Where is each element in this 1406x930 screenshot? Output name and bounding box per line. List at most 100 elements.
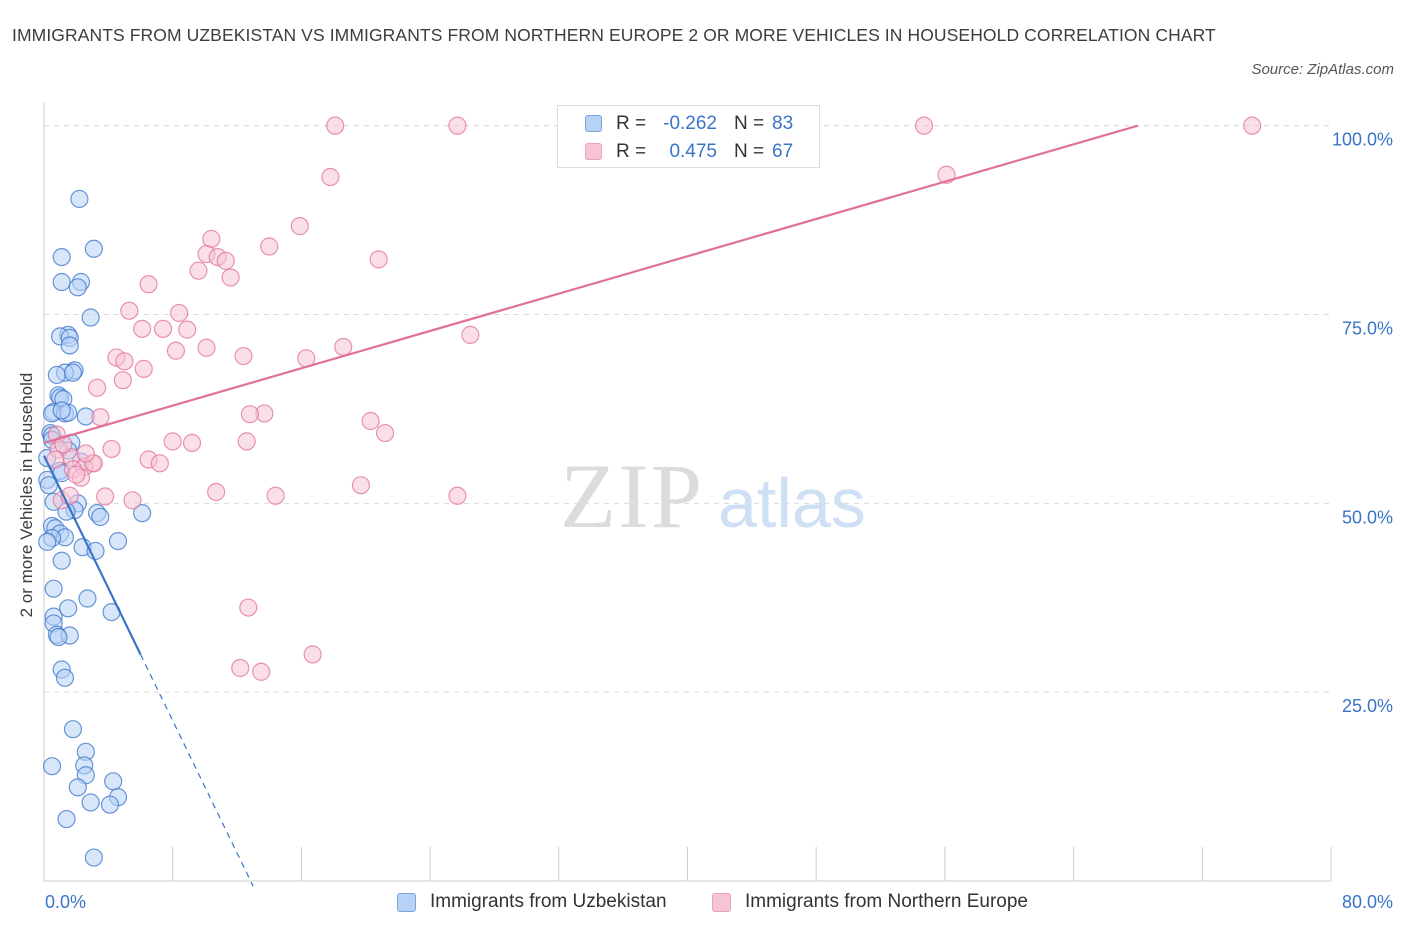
x-tick-label: 80.0% <box>1342 892 1393 912</box>
scatter-point <box>44 579 63 598</box>
scatter-point <box>52 247 71 267</box>
source-label: Source: ZipAtlas.com <box>1251 61 1394 78</box>
scatter-point <box>49 627 68 647</box>
scatter-point <box>150 454 169 473</box>
scatter-point <box>113 371 132 390</box>
n-value: 67 <box>772 141 794 162</box>
legend-item-uzbekistan[interactable]: Immigrants from Uzbekistan <box>397 888 667 916</box>
scatter-point <box>207 482 226 502</box>
scatter-point <box>334 337 353 357</box>
scatter-point <box>123 491 142 510</box>
scatter-point <box>153 319 173 338</box>
scatter-point <box>216 251 235 270</box>
scatter-point <box>47 365 66 385</box>
stats-row-uzbekistan: R = -0.262 N = 83 <box>558 111 821 137</box>
swatch-blue <box>585 115 602 132</box>
scatter-point <box>81 308 100 327</box>
scatter-point <box>234 346 253 366</box>
scatter-point <box>133 504 152 523</box>
r-label: R = <box>616 113 647 134</box>
trend-line-uzbekistan <box>43 455 142 655</box>
series-layer <box>38 116 1262 867</box>
scatter-point <box>91 408 110 427</box>
scatter-point <box>182 433 202 453</box>
scatter-point <box>448 116 467 135</box>
scatter-point <box>120 301 139 320</box>
tick-label-layer: 25.0% 50.0% 75.0% 100.0% 0.0% 80.0% <box>45 130 1393 912</box>
stats-row-northern-europe: R = 0.475 N = 67 <box>558 139 821 165</box>
scatter-point <box>134 359 153 378</box>
scatter-point <box>260 237 279 256</box>
scatter-point <box>461 325 480 344</box>
scatter-point <box>166 341 186 360</box>
scatter-point <box>351 476 371 495</box>
legend-swatch-pink <box>712 892 731 912</box>
legend-item-northern-europe[interactable]: Immigrants from Northern Europe <box>712 888 1028 916</box>
scatter-point <box>239 598 258 617</box>
scatter-point <box>221 268 240 287</box>
scatter-point <box>96 487 115 506</box>
swatch-pink <box>585 143 602 160</box>
series-legend: Immigrants from Uzbekistan Immigrants fr… <box>0 888 1406 916</box>
y-tick-label: 25.0% <box>1342 696 1393 716</box>
scatter-point <box>54 435 73 454</box>
scatter-point <box>178 320 197 339</box>
r-value: 0.475 <box>669 141 717 162</box>
scatter-point <box>68 278 87 297</box>
grid-layer <box>44 125 1331 693</box>
scatter-point <box>231 658 250 678</box>
r-label: R = <box>616 141 647 162</box>
scatter-point <box>42 757 62 776</box>
scatter-point <box>133 319 152 338</box>
stats-legend: R = -0.262 N = 83 R = 0.475 N = 67 <box>557 105 820 168</box>
scatter-point <box>68 778 87 797</box>
n-label: N = <box>734 141 765 162</box>
legend-label: Immigrants from Northern Europe <box>745 891 1028 912</box>
scatter-point <box>104 772 123 791</box>
scatter-point <box>1243 116 1262 135</box>
watermark-atlas: atlas <box>718 464 866 542</box>
trend-layer <box>43 124 1139 887</box>
scatter-point <box>266 486 285 505</box>
scatter-point <box>189 261 208 280</box>
scatter-point <box>57 809 76 829</box>
scatter-point <box>237 432 256 451</box>
scatter-point <box>290 217 309 236</box>
chart-title: IMMIGRANTS FROM UZBEKISTAN VS IMMIGRANTS… <box>12 25 1216 45</box>
y-tick-label: 75.0% <box>1342 318 1393 338</box>
scatter-point <box>163 432 182 451</box>
scatter-point <box>60 336 79 355</box>
scatter-point <box>38 532 57 551</box>
watermark-zip: ZIP <box>560 445 704 547</box>
scatter-point <box>52 272 71 292</box>
scatter-point <box>139 275 158 294</box>
scatter-point <box>375 423 395 443</box>
series-uzbekistan <box>38 189 152 867</box>
scatter-point <box>91 507 110 527</box>
scatter-point <box>202 229 221 249</box>
legend-swatch-blue <box>397 892 416 912</box>
scatter-point <box>240 405 260 424</box>
scatter-point <box>70 189 89 209</box>
series-northern-europe <box>46 116 1262 681</box>
scatter-point <box>914 116 934 135</box>
scatter-point <box>87 378 107 397</box>
scatter-point <box>100 795 120 814</box>
r-value: -0.262 <box>663 113 717 134</box>
watermark: ZIP atlas <box>560 445 866 547</box>
scatter-point <box>369 250 388 269</box>
y-tick-label: 100.0% <box>1332 130 1393 150</box>
scatter-point <box>84 848 103 867</box>
trend-line-northern-europe <box>43 124 1139 444</box>
scatter-point <box>67 465 86 484</box>
scatter-point <box>252 662 271 681</box>
trend-line-extension <box>139 654 254 887</box>
scatter-point <box>326 116 345 135</box>
scatter-point <box>170 303 189 323</box>
scatter-point <box>361 411 380 431</box>
scatter-point <box>63 363 83 382</box>
scatter-point <box>63 720 83 739</box>
scatter-point <box>55 668 75 687</box>
n-value: 83 <box>772 113 794 134</box>
